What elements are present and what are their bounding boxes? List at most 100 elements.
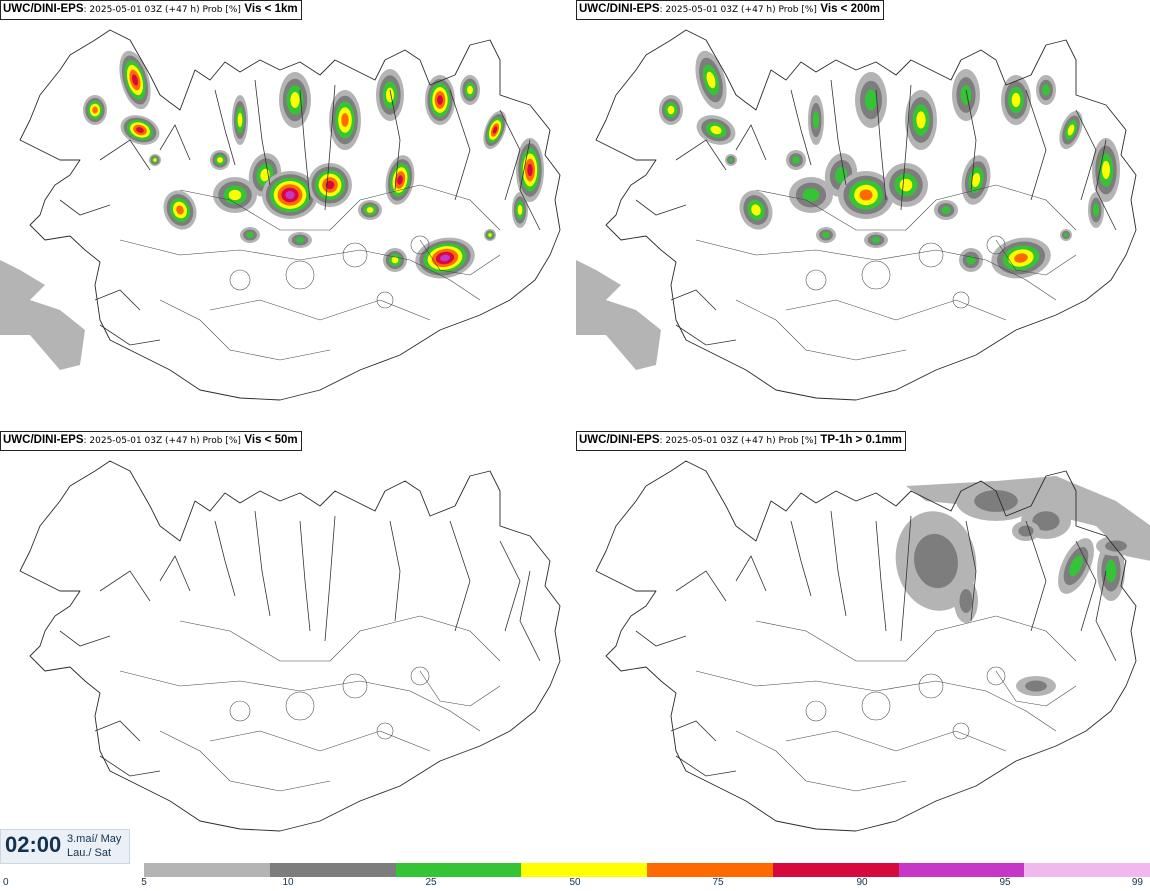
fjord-line [875, 520, 887, 632]
probability-contour [710, 125, 722, 135]
coastline [19, 29, 561, 401]
probability-contour [966, 255, 976, 265]
fjord-line [94, 720, 141, 742]
probability-contour [834, 166, 848, 184]
probability-contour [386, 87, 394, 103]
probability-contour [237, 112, 243, 128]
probability-contour [217, 157, 223, 163]
fjord-line [735, 555, 767, 592]
fjord-line [299, 89, 311, 201]
map-panel-vis-200m: UWC/DINI-EPS: 2025-05-01 03Z (+47 h) Pro… [576, 0, 1150, 430]
probability-contour [437, 95, 443, 105]
colorbar-tick-label: 10 [282, 877, 294, 888]
map-panel-vis-50m: UWC/DINI-EPS: 2025-05-01 03Z (+47 h) Pro… [0, 431, 575, 861]
colorbar-tick-label: 0 [3, 877, 9, 888]
colorbar-segment [647, 863, 773, 877]
fjord-line [254, 510, 271, 617]
region-boundary [755, 620, 906, 662]
glacier-outline [410, 235, 430, 255]
fjord-line [1025, 520, 1047, 632]
glacier-outline [410, 666, 430, 686]
probability-contour [706, 71, 716, 89]
probability-contour [1025, 680, 1047, 692]
probability-contour [1105, 540, 1127, 552]
fjord-line [670, 289, 717, 311]
probability-contour [492, 126, 498, 134]
region-boundary [695, 239, 1057, 301]
probability-contour [822, 232, 830, 238]
glacier-outline [805, 269, 827, 291]
glacier-outline [285, 691, 315, 721]
probability-contour [176, 205, 184, 215]
coastline [19, 460, 561, 832]
region-boundary [905, 615, 1077, 662]
region-boundary [179, 189, 330, 231]
probability-contour [1067, 124, 1075, 136]
iceland-map [595, 460, 1150, 832]
probability-contour [916, 111, 926, 129]
region-boundary [785, 299, 1007, 321]
colorbar-segment [269, 863, 396, 877]
region-boundary [159, 730, 331, 792]
fjord-line [900, 515, 912, 642]
map-panel-precip: UWC/DINI-EPS: 2025-05-01 03Z (+47 h) Pro… [576, 431, 1150, 861]
region-boundary [419, 239, 501, 276]
valid-day: Lau./ Sat [67, 847, 112, 859]
colorbar-tick-label: 75 [712, 877, 724, 888]
colorbar-segment [1024, 863, 1150, 877]
probability-contour [792, 156, 800, 164]
iceland-map [0, 29, 561, 401]
probability-contour [228, 189, 242, 201]
colorbar-tick-label: 25 [425, 877, 437, 888]
fjord-line [59, 199, 111, 216]
probability-contour [341, 113, 349, 127]
fjord-line [449, 89, 471, 201]
fjord-line [99, 324, 161, 346]
valid-time: 02:00 [5, 832, 62, 857]
probability-contour [959, 589, 973, 613]
probability-contour [397, 175, 403, 185]
probability-contour [290, 92, 300, 108]
colorbar-segment [898, 863, 1025, 877]
region-boundary [179, 620, 330, 662]
probability-contour [1042, 84, 1050, 96]
probability-contour [914, 533, 958, 589]
fjord-line [830, 510, 847, 617]
colorbar-tick-label: 50 [569, 877, 581, 888]
sea-probability-area [0, 260, 85, 370]
probability-contour [440, 254, 450, 262]
probability-contour [1102, 160, 1110, 180]
probability-contour [1063, 232, 1069, 238]
fjord-line [1075, 109, 1097, 201]
colorbar-ticks: 0 5 10 25 50 75 90 95 99 [0, 877, 1150, 891]
glacier-outline [861, 691, 891, 721]
fjord-line [675, 324, 737, 346]
fjord-line [670, 720, 717, 742]
fjord-line [99, 755, 161, 777]
fjord-line [1025, 89, 1047, 201]
fjord-line [324, 84, 336, 211]
probability-contour [1105, 559, 1117, 583]
region-boundary [695, 670, 1057, 732]
glacier-outline [952, 722, 970, 740]
probability-contour [1018, 525, 1034, 537]
glacier-outline [285, 260, 315, 290]
glacier-outline [952, 291, 970, 309]
colorbar-segment [772, 863, 899, 877]
panel-title: UWC/DINI-EPS: 2025-05-01 03Z (+47 h) Pro… [0, 0, 302, 20]
region-boundary [419, 670, 501, 707]
fjord-line [635, 630, 687, 647]
fjord-line [675, 139, 727, 171]
colorbar-segment [521, 863, 647, 877]
probability-contour [517, 204, 523, 216]
valid-time-box: 02:00 3.maí/ May Lau./ Sat [0, 829, 130, 864]
probability-contour [391, 256, 399, 264]
glacier-outline [376, 291, 394, 309]
probability-contour [1011, 92, 1021, 108]
colorbar-tick-label: 95 [999, 877, 1011, 888]
glacier-outline [229, 700, 251, 722]
fjord-line [830, 79, 847, 186]
fjord-line [735, 124, 767, 161]
fjord-line [965, 520, 977, 622]
fjord-line [499, 109, 521, 201]
